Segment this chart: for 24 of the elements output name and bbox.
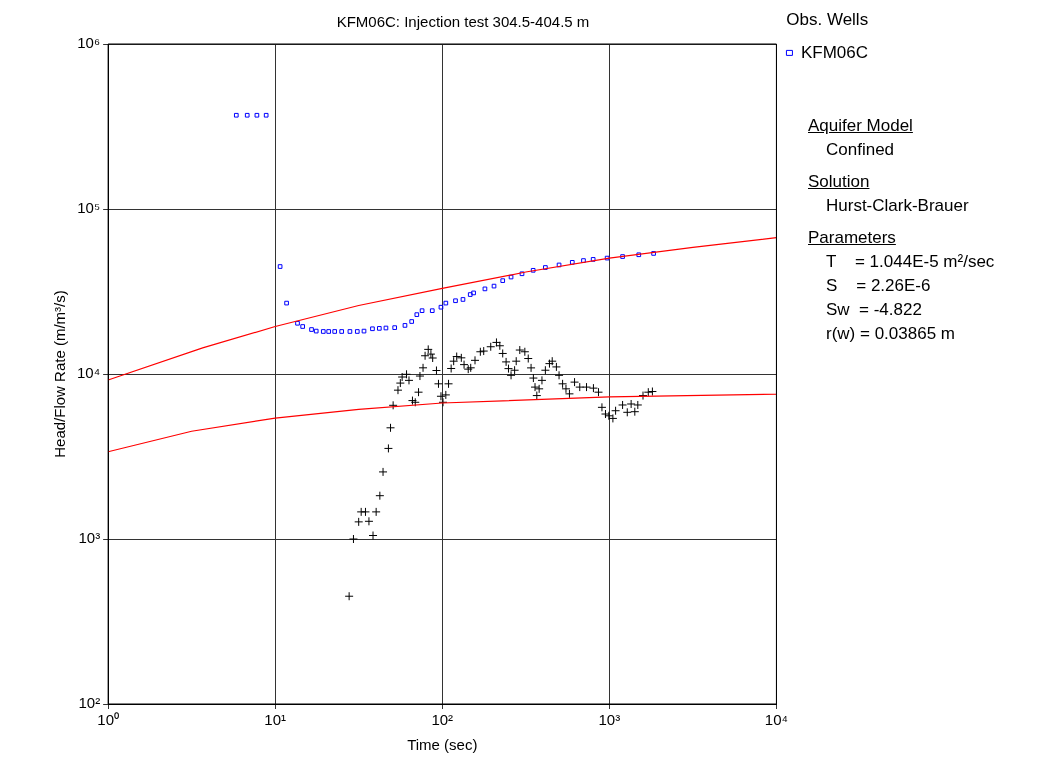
y-tick-label: 10⁶	[77, 34, 101, 52]
y-tick-label: 10⁴	[76, 364, 101, 382]
y-tick-label: 10³	[78, 529, 101, 547]
text: S = 2.26E-6	[826, 275, 932, 297]
text: Confined	[826, 139, 896, 161]
x-tick-label: 10²	[431, 711, 454, 729]
chart-title: KFM06C: Injection test 304.5-404.5 m	[336, 13, 590, 31]
x-tick-label: 10³	[598, 711, 621, 729]
legend-title: Obs. Wells	[786, 10, 869, 30]
y-tick-label: 10⁵	[77, 199, 101, 217]
x-axis-title: Time (sec)	[407, 736, 478, 754]
legend-label: KFM06C	[800, 42, 869, 62]
x-tick-label: 10⁰	[97, 711, 119, 729]
text: T = 1.044E-5 m²/sec	[826, 251, 995, 273]
text: Sw = -4.822	[826, 299, 923, 321]
text: r(w) = 0.03865 m	[826, 323, 956, 345]
text: Solution	[808, 171, 871, 193]
y-axis-title: Head/Flow Rate (m/m³/s)	[51, 290, 69, 458]
text: Aquifer Model	[808, 115, 914, 137]
text: Parameters	[808, 227, 897, 249]
x-tick-label: 10⁴	[764, 711, 788, 729]
y-tick-label: 10²	[78, 694, 101, 712]
text: Hurst-Clark-Brauer	[826, 195, 970, 217]
x-tick-label: 10¹	[264, 711, 287, 729]
